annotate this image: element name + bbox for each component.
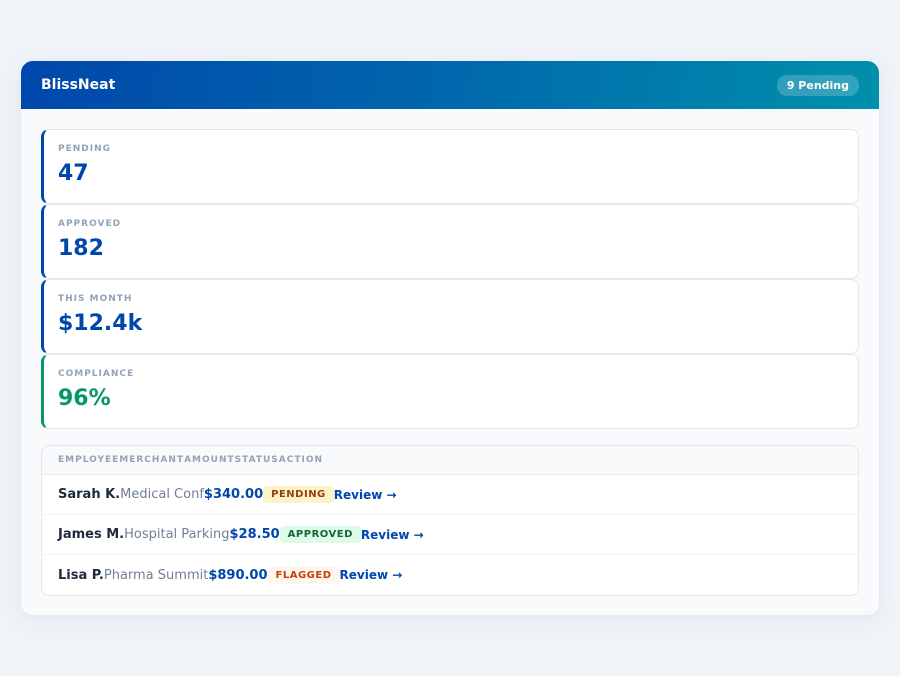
table-row: Sarah K. Medical Conf $340.00 PENDING Re… — [42, 475, 858, 515]
column-header-merchant: MERCHANT — [119, 455, 185, 465]
stat-card-compliance: COMPLIANCE 96% — [41, 354, 859, 429]
merchant: Hospital Parking — [124, 527, 230, 542]
brand-title: BlissNeat — [41, 77, 116, 93]
review-link[interactable]: Review → — [333, 487, 397, 502]
status-badge: FLAGGED — [267, 566, 340, 584]
stat-value: $12.4k — [58, 311, 143, 336]
header: BlissNeat 9 Pending — [21, 61, 879, 109]
column-header-status: STATUS — [234, 455, 279, 465]
stat-value: 182 — [58, 236, 104, 261]
amount: $340.00 — [203, 487, 264, 502]
expense-table: EMPLOYEE MERCHANT AMOUNT STATUS ACTION S… — [41, 445, 859, 596]
pending-count-badge: 9 Pending — [776, 74, 859, 96]
table-row: James M. Hospital Parking $28.50 APPROVE… — [42, 515, 858, 555]
table-row: Lisa P. Pharma Summit $890.00 FLAGGED Re… — [42, 555, 858, 595]
stat-card-pending: PENDING 47 — [41, 129, 859, 204]
table-header: EMPLOYEE MERCHANT AMOUNT STATUS ACTION — [42, 446, 858, 475]
dashboard-card: BlissNeat 9 Pending PENDING 47 APPROVED … — [21, 61, 879, 615]
column-header-employee: EMPLOYEE — [58, 455, 120, 465]
stat-card-approved: APPROVED 182 — [41, 204, 859, 279]
stat-label: APPROVED — [58, 219, 122, 229]
column-header-amount: AMOUNT — [184, 455, 235, 465]
employee-name: Sarah K. — [58, 487, 121, 502]
stat-value: 47 — [58, 161, 89, 186]
status-badge: PENDING — [263, 486, 334, 503]
stat-card-this-month: THIS MONTH $12.4k — [41, 279, 859, 354]
stat-label: THIS MONTH — [58, 294, 133, 304]
stat-value: 96% — [58, 386, 111, 411]
review-link[interactable]: Review → — [360, 527, 424, 542]
employee-name: Lisa P. — [58, 567, 104, 583]
status-badge: APPROVED — [279, 526, 361, 543]
review-link[interactable]: Review → — [339, 568, 403, 582]
amount: $28.50 — [229, 527, 280, 542]
column-header-action: ACTION — [278, 455, 324, 465]
stat-label: PENDING — [58, 144, 112, 154]
amount: $890.00 — [208, 567, 268, 583]
merchant: Medical Conf — [120, 487, 204, 502]
stat-label: COMPLIANCE — [58, 369, 135, 379]
employee-name: James M. — [58, 527, 125, 542]
merchant: Pharma Summit — [103, 567, 209, 583]
